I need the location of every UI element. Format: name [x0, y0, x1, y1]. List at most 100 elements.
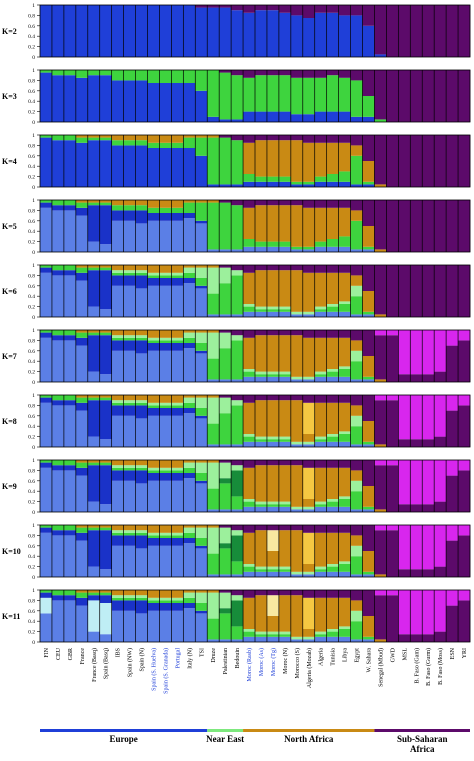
y-tick-label: 0.8: [28, 403, 35, 409]
ancestry-segment: [266, 371, 280, 375]
ancestry-segment: [362, 314, 375, 317]
ancestry-segment: [266, 205, 280, 242]
ancestry-segment: [123, 530, 136, 533]
ancestry-segment: [219, 202, 232, 250]
y-tick-label: 0.6: [28, 219, 35, 225]
ancestry-segment: [302, 181, 316, 185]
ancestry-segment: [362, 356, 375, 377]
ancestry-segment: [123, 545, 136, 577]
ancestry-segment: [350, 525, 363, 536]
ancestry-segment: [338, 369, 351, 377]
ancestry-segment: [338, 265, 351, 273]
ancestry-segment: [314, 265, 327, 273]
ancestry-segment: [123, 595, 136, 598]
ancestry-segment: [135, 337, 148, 341]
ancestry-segment: [63, 595, 77, 601]
ancestry-segment: [123, 140, 136, 146]
ancestry-segment: [219, 543, 232, 549]
ancestry-segment: [374, 54, 387, 57]
ancestry-segment: [350, 70, 363, 81]
y-tick-label: 0: [32, 185, 35, 191]
ancestry-segment: [398, 70, 411, 122]
ancestry-segment: [362, 444, 375, 447]
ancestry-segment: [243, 436, 256, 442]
ancestry-segment: [87, 371, 101, 382]
population-label: W. Sahara: [366, 648, 372, 673]
ancestry-segment: [326, 369, 339, 372]
ancestry-segment: [314, 70, 327, 78]
ancestry-segment: [159, 148, 172, 187]
ancestry-segment: [183, 337, 196, 343]
ancestry-segment: [255, 460, 268, 466]
ancestry-segment: [63, 70, 77, 76]
ancestry-segment: [183, 283, 196, 317]
ancestry-segment: [147, 207, 160, 213]
ancestry-segment: [266, 181, 280, 187]
ancestry-segment: [123, 532, 136, 536]
ancestry-segment: [266, 590, 280, 596]
ancestry-segment: [99, 504, 112, 512]
ancestry-segment: [243, 371, 256, 377]
ancestry-segment: [362, 616, 375, 637]
population-label: GWD: [390, 647, 396, 662]
ancestry-segment: [374, 135, 387, 185]
ancestry-segment: [171, 402, 184, 406]
ancestry-segment: [147, 213, 160, 221]
panel-frame: [39, 69, 471, 123]
y-tick-label: 0.4: [28, 164, 35, 170]
y-tick-label: 0.6: [28, 544, 35, 550]
ancestry-segment: [350, 285, 363, 297]
ancestry-segment: [338, 402, 351, 432]
ancestry-segment: [314, 436, 327, 440]
ancestry-segment: [302, 314, 316, 317]
ancestry-segment: [147, 590, 160, 598]
ancestry-segment: [123, 80, 136, 122]
population-label: MSL: [402, 648, 408, 661]
ancestry-segment: [362, 249, 375, 252]
ancestry-segment: [314, 330, 327, 338]
ancestry-segment: [410, 504, 423, 512]
ancestry-segment: [147, 415, 160, 447]
ancestry-segment: [290, 636, 304, 640]
y-tick-label: 0.8: [28, 598, 35, 604]
ancestry-segment: [111, 610, 124, 642]
ancestry-segment: [338, 629, 351, 637]
ancestry-segment: [207, 379, 220, 382]
ancestry-segment: [314, 504, 327, 507]
ancestry-segment: [75, 462, 89, 468]
ancestry-segment: [207, 293, 220, 315]
ancestry-segment: [99, 270, 112, 310]
ancestry-segment: [63, 335, 77, 341]
ancestry-segment: [278, 530, 292, 567]
ancestry-segment: [135, 145, 148, 187]
ancestry-segment: [99, 135, 112, 138]
ancestry-segment: [434, 265, 447, 317]
ancestry-segment: [207, 184, 220, 187]
ancestry-segment: [386, 200, 399, 252]
ancestry-segment: [290, 574, 304, 577]
ancestry-segment: [75, 397, 89, 403]
ancestry-segment: [183, 603, 196, 609]
ancestry-segment: [266, 616, 280, 632]
ancestry-segment: [159, 473, 172, 481]
ancestry-segment: [195, 610, 208, 614]
ancestry-segment: [40, 590, 53, 593]
ancestry-segment: [243, 5, 256, 13]
ancestry-segment: [326, 506, 339, 512]
ancestry-segment: [123, 590, 136, 596]
ancestry-segment: [338, 467, 351, 497]
ancestry-segment: [302, 207, 316, 247]
ancestry-segment: [87, 306, 101, 317]
ancestry-segment: [183, 590, 196, 593]
ancestry-segment: [195, 353, 208, 382]
ancestry-segment: [99, 525, 112, 528]
ancestry-segment: [183, 597, 196, 603]
ancestry-segment: [171, 83, 184, 122]
ancestry-segment: [243, 181, 256, 187]
ancestry-segment: [338, 561, 351, 564]
ancestry-segment: [338, 301, 351, 304]
ancestry-segment: [87, 462, 101, 466]
ancestry-segment: [374, 639, 387, 642]
ancestry-segment: [40, 527, 53, 533]
ancestry-segment: [135, 467, 148, 471]
